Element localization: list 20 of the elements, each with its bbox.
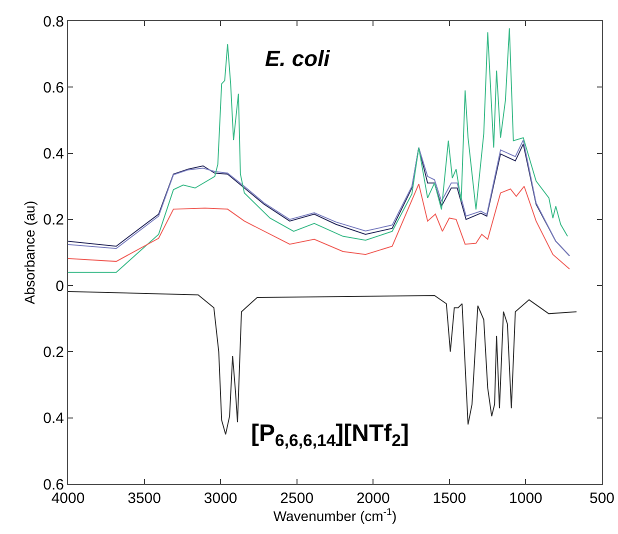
y-axis-title: Absorbance (au): [22, 200, 38, 304]
x-tick-label: 1500: [432, 490, 466, 507]
y-tick-label: 0.6: [43, 79, 64, 96]
x-tick-label: 3000: [204, 490, 238, 507]
annotation: [P$_{6,6,6,14}$][NTf$_{2}$]: [251, 420, 409, 450]
annotation: E. coli: [265, 46, 331, 71]
y-tick-label: 0.2: [43, 344, 64, 361]
x-tick-label: 3500: [128, 490, 161, 507]
line-series: [68, 28, 568, 273]
x-tick-label: 2500: [280, 490, 314, 507]
y-tick-label: 0.2: [43, 212, 64, 229]
y-tick-label: 0.4: [43, 410, 64, 428]
x-tick-label: 2000: [356, 490, 390, 507]
line-series: [68, 184, 570, 270]
y-tick-label: 0: [56, 278, 64, 295]
y-tick-label: 0.8: [43, 13, 64, 30]
x-tick-label: 500: [589, 490, 615, 507]
x-axis-title: Wavenumber (cm$^{-1}$): [273, 507, 397, 524]
y-tick-label: 0.4: [43, 146, 64, 163]
x-tick-label: 1000: [509, 490, 542, 507]
